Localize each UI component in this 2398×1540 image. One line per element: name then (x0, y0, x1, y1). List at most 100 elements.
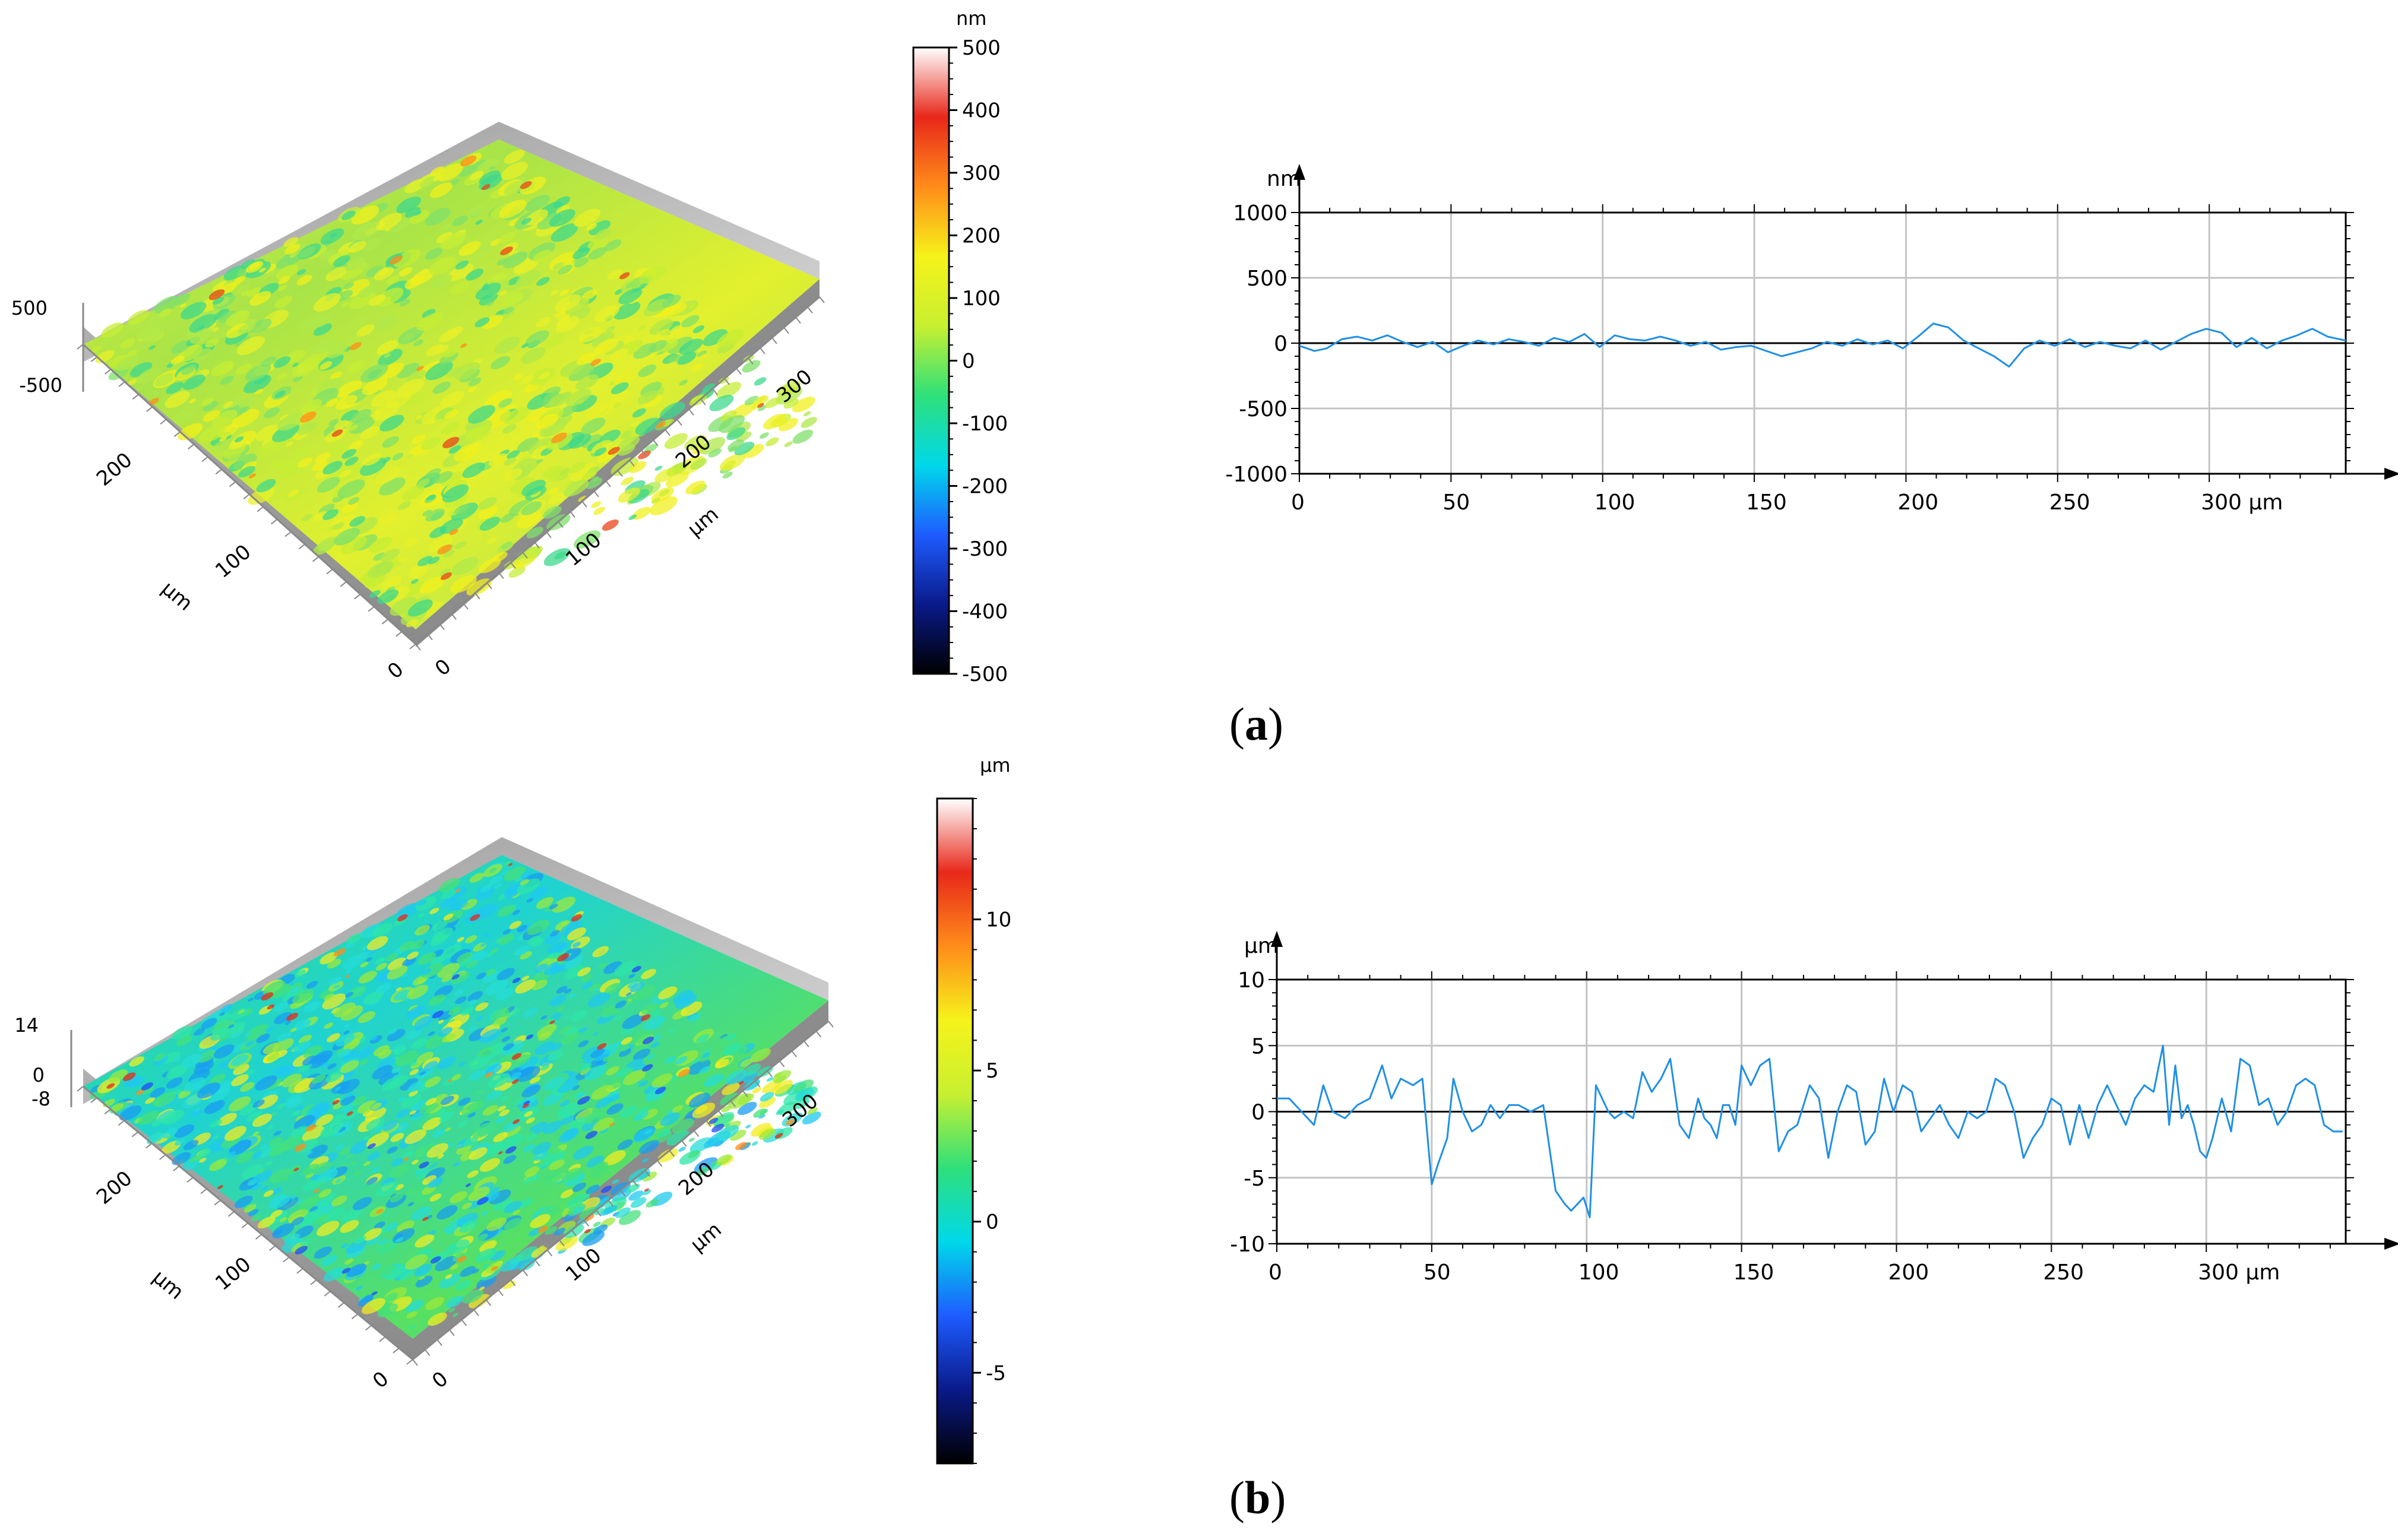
surface-texture-spot (244, 1032, 251, 1037)
surface-axis-tick (243, 493, 250, 500)
surface-texture-spot (181, 1159, 199, 1171)
surface-texture-spot (571, 395, 597, 413)
surface-texture-spot (333, 522, 345, 530)
surface-texture-spot (393, 1073, 401, 1080)
surface-texture-spot (569, 1117, 588, 1130)
surface-texture-spot (415, 1234, 435, 1248)
surface-texture-spot (482, 1105, 498, 1116)
surface-texture-spot (532, 1142, 551, 1155)
surface-texture-spot (404, 391, 425, 405)
surface-texture-spot (641, 1158, 649, 1163)
surface-texture-spot (425, 1297, 445, 1310)
surface-texture-spot (524, 1166, 540, 1177)
surface-texture-spot (324, 1208, 346, 1222)
surface-texture-spot (441, 945, 462, 958)
surface-texture-spot (551, 290, 559, 296)
surface-texture-spot (249, 318, 272, 334)
surface-texture-spot (606, 325, 616, 332)
surface-texture-spot (512, 1054, 531, 1066)
surface-texture-spot (205, 338, 220, 348)
surface-texture-spot (346, 1263, 367, 1278)
surface-texture-spot (273, 1130, 281, 1136)
surface-texture-spot (166, 1064, 188, 1079)
surface-texture-spot (210, 1119, 222, 1128)
surface-ticks-a (77, 296, 825, 651)
surface-texture-spot (453, 1162, 460, 1167)
surface-texture-spot (659, 1002, 669, 1009)
surface-texture-spot (500, 513, 515, 523)
surface-texture-spot (476, 1090, 483, 1095)
surface-texture-spot (499, 1109, 510, 1117)
surface-texture-spot (516, 925, 527, 932)
surface-texture-spot (719, 453, 745, 471)
surface-texture-spot (325, 267, 347, 281)
surface-axis-tick (656, 1160, 663, 1167)
surface-axis-tick (571, 1230, 577, 1237)
surface-texture-spot (432, 381, 451, 394)
surface-texture-spot (642, 1064, 653, 1072)
surface-texture-spot (545, 1018, 555, 1025)
surface-texture-spot (503, 1043, 514, 1051)
surface-texture-spot (437, 962, 460, 978)
surface-texture-spot (613, 1015, 622, 1021)
surface-texture-spot (762, 1080, 782, 1094)
surface-texture-spot (752, 395, 769, 407)
surface-texture-spot (678, 1146, 686, 1152)
surface-texture-spot (406, 1144, 414, 1149)
surface-texture-spot (593, 1032, 599, 1036)
surface-texture-spot (181, 1053, 203, 1069)
surface-texture-spot (702, 383, 716, 393)
surface-texture-spot (521, 343, 529, 348)
surface-texture-spot (565, 297, 590, 315)
surface-texture-spot (724, 1123, 730, 1127)
surface-texture-spot (439, 518, 464, 534)
surface-texture-spot (247, 476, 256, 482)
surface-texture-spot (754, 377, 767, 386)
surface-texture-spot (523, 1143, 535, 1152)
surface-texture-spot (595, 1097, 612, 1108)
surface-texture-spot (229, 436, 248, 449)
surface-texture-spot (743, 443, 764, 458)
surface-texture-spot (335, 1086, 341, 1091)
surface-texture-spot (337, 1127, 346, 1133)
surface-texture-spot (667, 1095, 673, 1099)
surface-texture-spot (162, 1127, 178, 1139)
surface-texture-spot (765, 437, 779, 446)
surface-texture-spot (776, 386, 803, 405)
surface-texture-spot (593, 1049, 610, 1061)
surface-texture-spot (543, 548, 571, 566)
x-axis-arrowhead (2384, 468, 2398, 480)
x-tick-label-a-0: 0 (431, 654, 455, 681)
surface-texture-spot (425, 1034, 447, 1049)
surface-texture-spot (551, 223, 578, 242)
surface-texture-spot (467, 1112, 476, 1118)
surface-texture-spot (164, 391, 190, 408)
surface-texture-spot (228, 1096, 251, 1112)
colorbar-a-tick-label: 300 (962, 161, 1001, 185)
surface-texture-spot (299, 411, 317, 423)
surface-texture-spot (665, 471, 689, 487)
surface-texture-spot (505, 1007, 520, 1017)
surface-texture-spot (458, 1061, 466, 1067)
surface-texture-spot (470, 170, 484, 180)
surface-texture-spot (629, 982, 645, 993)
surface-texture-spot (477, 506, 498, 520)
surface-texture-spot (303, 1045, 322, 1058)
surface-texture-spot (547, 941, 566, 954)
surface-texture-spot (137, 367, 162, 385)
y-tick-label: -1000 (1225, 462, 1287, 487)
surface-texture-spot (341, 1243, 349, 1249)
surface-texture-spot (484, 390, 512, 409)
surface-texture-spot (382, 1120, 398, 1132)
surface-texture-spot (520, 951, 532, 960)
surface-texture-spot (341, 1208, 363, 1222)
surface-texture-spot (371, 1102, 382, 1110)
surface-texture-spot (173, 408, 195, 424)
surface-texture-spot (743, 1063, 761, 1076)
surface-texture-spot (699, 1066, 710, 1074)
surface-texture-spot (227, 1151, 236, 1158)
surface-texture-spot (249, 473, 256, 479)
surface-texture-spot (542, 1170, 564, 1186)
surface-texture-spot (403, 1156, 409, 1161)
